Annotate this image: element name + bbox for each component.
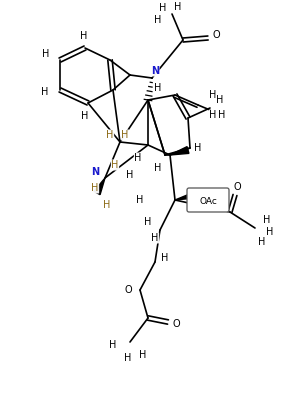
Text: H: H bbox=[151, 233, 159, 243]
Text: H: H bbox=[109, 340, 117, 350]
Text: H: H bbox=[154, 163, 162, 173]
FancyBboxPatch shape bbox=[187, 188, 229, 212]
Text: H: H bbox=[161, 253, 169, 263]
Text: N: N bbox=[151, 66, 159, 76]
Text: H: H bbox=[266, 227, 274, 237]
Text: H: H bbox=[136, 195, 144, 205]
Text: O: O bbox=[212, 30, 220, 40]
Text: H: H bbox=[209, 110, 217, 120]
Text: H: H bbox=[121, 130, 129, 140]
Text: H: H bbox=[218, 110, 226, 120]
Text: H: H bbox=[106, 130, 114, 140]
Text: H: H bbox=[258, 237, 266, 247]
Text: H: H bbox=[154, 15, 162, 25]
Text: O: O bbox=[172, 319, 180, 329]
Text: O: O bbox=[124, 285, 132, 295]
Text: H: H bbox=[41, 87, 49, 97]
Text: H: H bbox=[174, 2, 182, 12]
Text: H: H bbox=[144, 217, 152, 227]
Text: H: H bbox=[159, 3, 167, 13]
Text: H: H bbox=[139, 350, 147, 360]
Polygon shape bbox=[175, 192, 196, 200]
Text: H: H bbox=[80, 31, 88, 41]
Text: H: H bbox=[263, 215, 271, 225]
Text: H: H bbox=[154, 83, 162, 93]
Text: OAc: OAc bbox=[199, 197, 217, 206]
Polygon shape bbox=[94, 178, 105, 195]
Text: O: O bbox=[233, 182, 241, 192]
Text: H: H bbox=[42, 49, 50, 59]
Polygon shape bbox=[170, 146, 189, 155]
Text: H: H bbox=[194, 143, 202, 153]
Text: H: H bbox=[124, 353, 132, 363]
Text: H: H bbox=[81, 111, 89, 121]
Text: H: H bbox=[209, 90, 217, 100]
Text: N: N bbox=[91, 167, 99, 177]
Text: H: H bbox=[126, 170, 134, 180]
Text: H: H bbox=[111, 160, 119, 170]
Text: H: H bbox=[134, 153, 142, 163]
Text: H: H bbox=[103, 200, 111, 210]
Text: H: H bbox=[216, 95, 224, 105]
Text: H: H bbox=[91, 183, 99, 193]
